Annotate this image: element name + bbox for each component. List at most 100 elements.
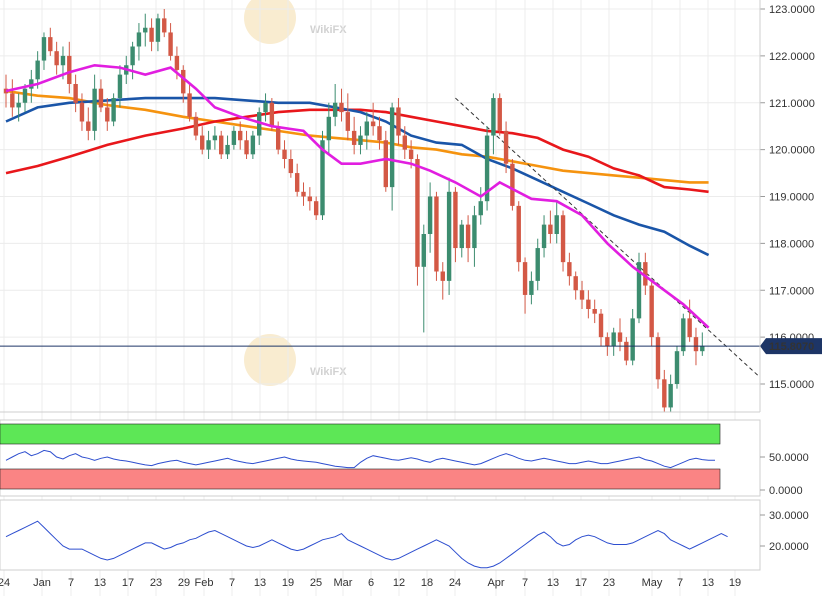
date-tick-label: 18 <box>421 577 433 589</box>
date-tick-label: 13 <box>702 577 714 589</box>
candle-body <box>339 102 344 113</box>
candle <box>503 121 509 174</box>
candle <box>389 102 395 211</box>
candle-body <box>117 74 123 99</box>
candle <box>117 65 123 108</box>
watermark-text: WikiFX <box>310 24 347 36</box>
candle-body <box>149 27 154 42</box>
candle <box>472 205 477 267</box>
candle-body <box>491 98 496 136</box>
oscillator-panel-2: 30.0000 20.0000 <box>0 499 809 571</box>
candle-body <box>41 37 47 61</box>
candle-body <box>269 102 275 127</box>
candle-body <box>212 135 218 141</box>
candle-body <box>630 318 635 361</box>
candle <box>320 130 325 220</box>
date-tick-label: 23 <box>150 577 162 589</box>
candle-body <box>459 224 464 249</box>
candle <box>434 191 439 281</box>
date-tick-label: Mar <box>334 577 353 589</box>
candle-body <box>497 98 502 131</box>
candle-body <box>510 163 515 206</box>
trendline <box>455 97 761 378</box>
panel1-line <box>5 449 715 469</box>
candle-body <box>54 51 59 66</box>
panel2-tick-label: 20.0000 <box>769 541 809 553</box>
candle-body <box>174 55 180 70</box>
candle-body <box>472 215 477 249</box>
candle <box>79 93 85 131</box>
candle-body <box>693 337 699 352</box>
date-tick-label: 17 <box>122 577 134 589</box>
candle <box>516 201 521 272</box>
candle <box>484 126 490 211</box>
date-tick-label: 7 <box>229 577 235 589</box>
date-tick-label: 19 <box>729 577 741 589</box>
candle-body <box>345 112 351 131</box>
candle <box>440 262 445 300</box>
candle-body <box>35 60 40 80</box>
candle-body <box>98 88 104 108</box>
candle-body <box>478 201 483 216</box>
candle-body <box>257 112 262 136</box>
candle-body <box>554 215 559 234</box>
price-tick-label: 122.0000 <box>769 51 815 63</box>
candle <box>611 327 616 356</box>
candle <box>200 126 205 155</box>
sma-fast-line <box>5 63 710 329</box>
candle-body <box>408 149 414 159</box>
candle <box>136 23 142 61</box>
candle <box>446 177 452 295</box>
candle <box>624 337 629 366</box>
candle <box>307 187 313 211</box>
candle <box>326 102 332 155</box>
candle-body <box>238 130 243 141</box>
price-tick-label: 115.0000 <box>769 379 814 391</box>
candle-body <box>415 159 420 267</box>
candle-body <box>200 135 205 150</box>
candle-body <box>586 299 591 309</box>
candle <box>73 74 78 113</box>
candle-body <box>86 121 91 131</box>
candle <box>592 299 597 324</box>
candle <box>586 290 591 319</box>
candle-body <box>48 37 53 52</box>
candle-body <box>503 130 509 164</box>
candle-body <box>282 149 287 159</box>
candle-body <box>313 201 319 216</box>
price-tick-label: 117.0000 <box>769 285 814 297</box>
candle <box>655 332 661 389</box>
candle <box>282 140 287 169</box>
candle <box>22 84 28 113</box>
candle <box>364 112 370 150</box>
candle <box>598 309 604 347</box>
candle <box>288 149 294 178</box>
candle <box>478 187 483 225</box>
candle <box>181 65 186 103</box>
candle-body <box>332 102 338 117</box>
candle <box>643 252 648 295</box>
candle-body <box>162 18 167 33</box>
candle <box>105 98 110 131</box>
candle <box>187 84 192 122</box>
candle <box>459 219 464 258</box>
date-tick-label: 25 <box>310 577 322 589</box>
candle-body <box>168 32 173 56</box>
candle <box>491 93 496 155</box>
candle <box>168 23 173 61</box>
candle <box>54 41 59 75</box>
candle <box>605 332 610 356</box>
candle <box>535 238 540 291</box>
candle-body <box>377 126 382 141</box>
candle <box>92 74 97 141</box>
panel2-frame <box>0 499 761 571</box>
candle <box>649 280 654 347</box>
candle-body <box>193 116 199 136</box>
candle <box>497 93 502 136</box>
candle <box>510 159 515 211</box>
candle <box>377 116 382 150</box>
candle <box>313 196 319 220</box>
candle <box>10 79 15 117</box>
candle-body <box>548 224 553 234</box>
candle <box>238 121 243 150</box>
